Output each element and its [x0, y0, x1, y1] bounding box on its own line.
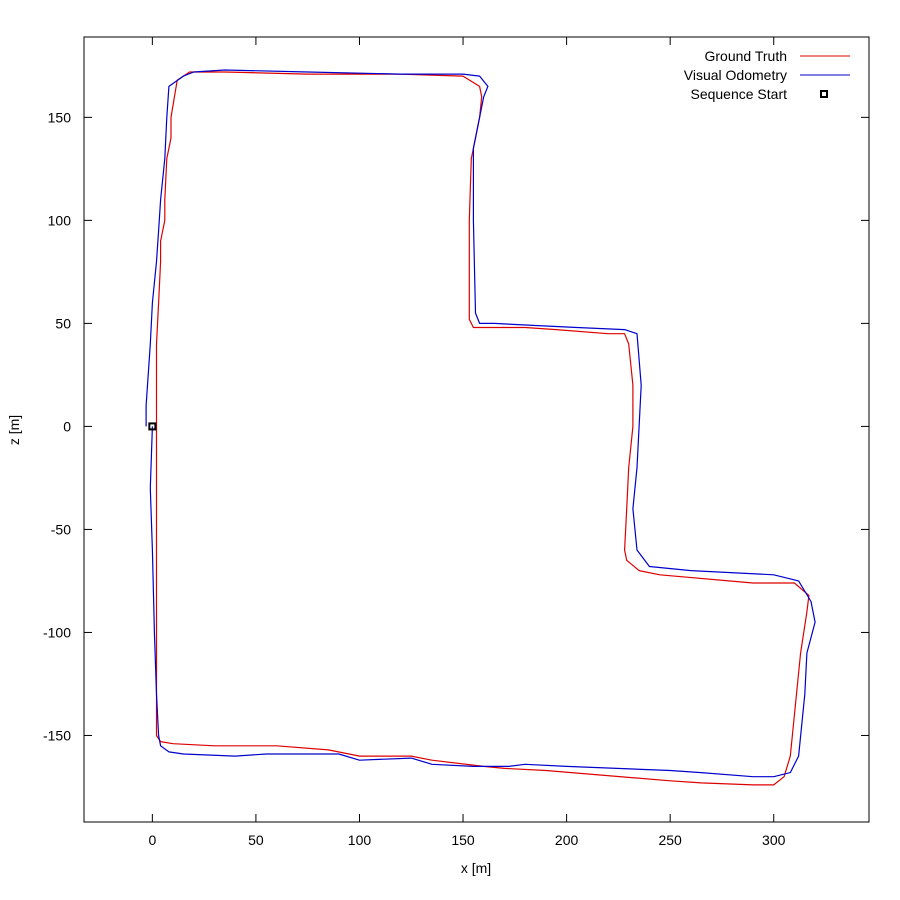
x-tick-label: 0	[148, 832, 156, 848]
y-tick-label: -50	[51, 521, 71, 537]
legend-swatch-sequence-start	[820, 90, 828, 98]
y-tick-label: -100	[43, 624, 71, 640]
series-line-visual-odometry	[145, 69, 816, 778]
y-tick-label: 0	[63, 418, 71, 434]
tick-group: 0 50 100 150 200 250 300 150 100 50 0 -50 -100 -150	[43, 37, 869, 848]
y-tick-label: -150	[43, 727, 71, 743]
legend: Ground Truth Visual Odometry Sequence St…	[684, 48, 850, 102]
x-tick-label: 100	[348, 832, 372, 848]
x-tick-label: 50	[248, 832, 264, 848]
y-axis-label: z [m]	[6, 415, 22, 445]
x-tick-label: 150	[451, 832, 475, 848]
series-layer	[145, 69, 816, 786]
plot-frame	[83, 36, 870, 823]
y-tick-label: 150	[48, 109, 72, 125]
marker-layer	[148, 422, 157, 431]
x-tick-label: 200	[555, 832, 579, 848]
y-tick-label: 100	[48, 212, 72, 228]
series-line-ground-truth	[155, 71, 810, 786]
x-tick-label: 300	[762, 832, 786, 848]
legend-label-ground-truth: Ground Truth	[705, 48, 788, 64]
x-tick-label: 250	[658, 832, 682, 848]
legend-label-visual-odometry: Visual Odometry	[684, 67, 787, 83]
legend-label-sequence-start: Sequence Start	[690, 86, 787, 102]
y-tick-label: 50	[55, 315, 71, 331]
x-axis-label: x [m]	[461, 860, 491, 876]
sequence-start-marker	[148, 422, 157, 431]
